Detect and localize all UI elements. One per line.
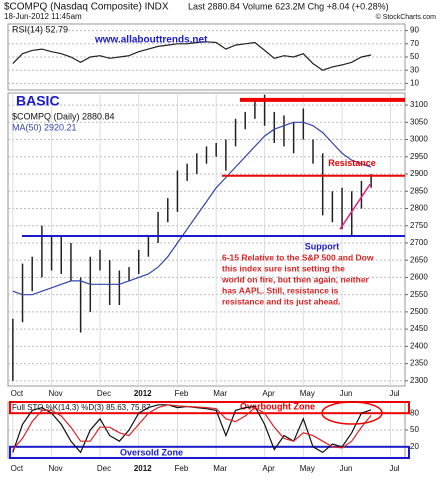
- x-tick-label: Dec: [97, 464, 111, 473]
- annotation: BASIC: [16, 93, 60, 109]
- x-tick-label: 2012: [134, 464, 152, 473]
- zone: [9, 401, 410, 415]
- x-tick-label: Jun: [340, 389, 353, 398]
- y-tick-label: 2600: [410, 273, 428, 282]
- x-tick-label: Nov: [48, 464, 62, 473]
- x-tick-label: Oct: [11, 389, 24, 398]
- annotation: www.allabouttrends.net: [94, 35, 208, 46]
- x-tick-label: Jul: [389, 464, 399, 473]
- y-tick-label: 2900: [410, 169, 428, 178]
- y-tick-label: 2850: [410, 186, 428, 195]
- trend-line: [339, 183, 371, 230]
- y-tick-label: 80: [410, 408, 419, 417]
- panel-title: RSI(14) 52.79: [12, 24, 68, 34]
- y-tick-label: 2700: [410, 238, 428, 247]
- y-tick-label: 2650: [410, 255, 428, 264]
- y-tick-label: 2750: [410, 221, 428, 230]
- y-tick-label: 50: [410, 52, 419, 61]
- note: world on fire, but then again, neither: [221, 274, 370, 284]
- y-tick-label: 2950: [410, 152, 428, 161]
- y-tick-label: 50: [410, 425, 419, 434]
- symbol: $COMPQ (Nasdaq Composite) INDX: [4, 2, 169, 13]
- x-tick-label: Mar: [213, 389, 227, 398]
- zone-label: Oversold Zone: [120, 447, 183, 457]
- x-tick-label: Oct: [11, 464, 24, 473]
- panel: [7, 23, 406, 91]
- y-tick-label: 30: [410, 65, 419, 74]
- y-tick-label: 20: [410, 442, 419, 451]
- y-tick-label: 3000: [410, 135, 428, 144]
- date: 18-Jun-2012 11:45am: [4, 12, 82, 21]
- y-tick-label: 2450: [410, 324, 428, 333]
- note: has AAPL. Still, resistance is: [222, 285, 339, 295]
- credit: © StockCharts.com: [376, 13, 437, 21]
- panel-title: Full STO %K(14,3) %D(3) 85.63, 75.87: [12, 403, 151, 412]
- note: 6-15 Relative to the S&P 500 and Dow: [222, 252, 374, 262]
- y-tick-label: 3050: [410, 117, 428, 126]
- x-tick-label: May: [300, 389, 315, 398]
- level-label: Resistance: [328, 158, 376, 168]
- legend-entry: MA(50) 2920.21: [12, 122, 77, 132]
- x-tick-label: 2012: [134, 389, 152, 398]
- x-tick-label: Apr: [262, 389, 275, 398]
- y-tick-label: 2550: [410, 290, 428, 299]
- y-tick-label: 2350: [410, 359, 428, 368]
- zone-label: Overbought Zone: [240, 401, 315, 411]
- x-tick-label: Feb: [175, 464, 189, 473]
- y-tick-label: 2400: [410, 341, 428, 350]
- quote: Last 2880.84 Volume 623.2M Chg +8.04 (+0…: [188, 1, 389, 11]
- y-tick-label: 90: [410, 26, 419, 35]
- level-label: Support: [305, 241, 340, 251]
- x-tick-label: Jun: [340, 464, 353, 473]
- series-line: [12, 41, 372, 71]
- series-line: [12, 404, 372, 450]
- y-tick-label: 2500: [410, 307, 428, 316]
- x-tick-label: Mar: [213, 464, 227, 473]
- x-tick-label: Apr: [262, 464, 275, 473]
- y-tick-label: 2300: [410, 376, 428, 385]
- panel-title: $COMPQ (Daily) 2880.84: [12, 111, 115, 121]
- y-tick-label: 2800: [410, 204, 428, 213]
- note: resistance and its just ahead.: [222, 296, 341, 306]
- y-tick-label: 70: [410, 39, 419, 48]
- y-tick-label: 10: [410, 79, 419, 88]
- panel: [7, 92, 406, 387]
- note: this index sure isnt setting the: [222, 263, 345, 273]
- x-tick-label: May: [300, 464, 315, 473]
- x-tick-label: Feb: [175, 389, 189, 398]
- x-tick-label: Dec: [97, 389, 111, 398]
- y-tick-label: 3100: [410, 100, 428, 109]
- zone: [9, 445, 410, 459]
- series-line: [12, 121, 372, 296]
- x-tick-label: Jul: [389, 389, 399, 398]
- x-tick-label: Nov: [48, 389, 62, 398]
- highlight: [321, 401, 383, 425]
